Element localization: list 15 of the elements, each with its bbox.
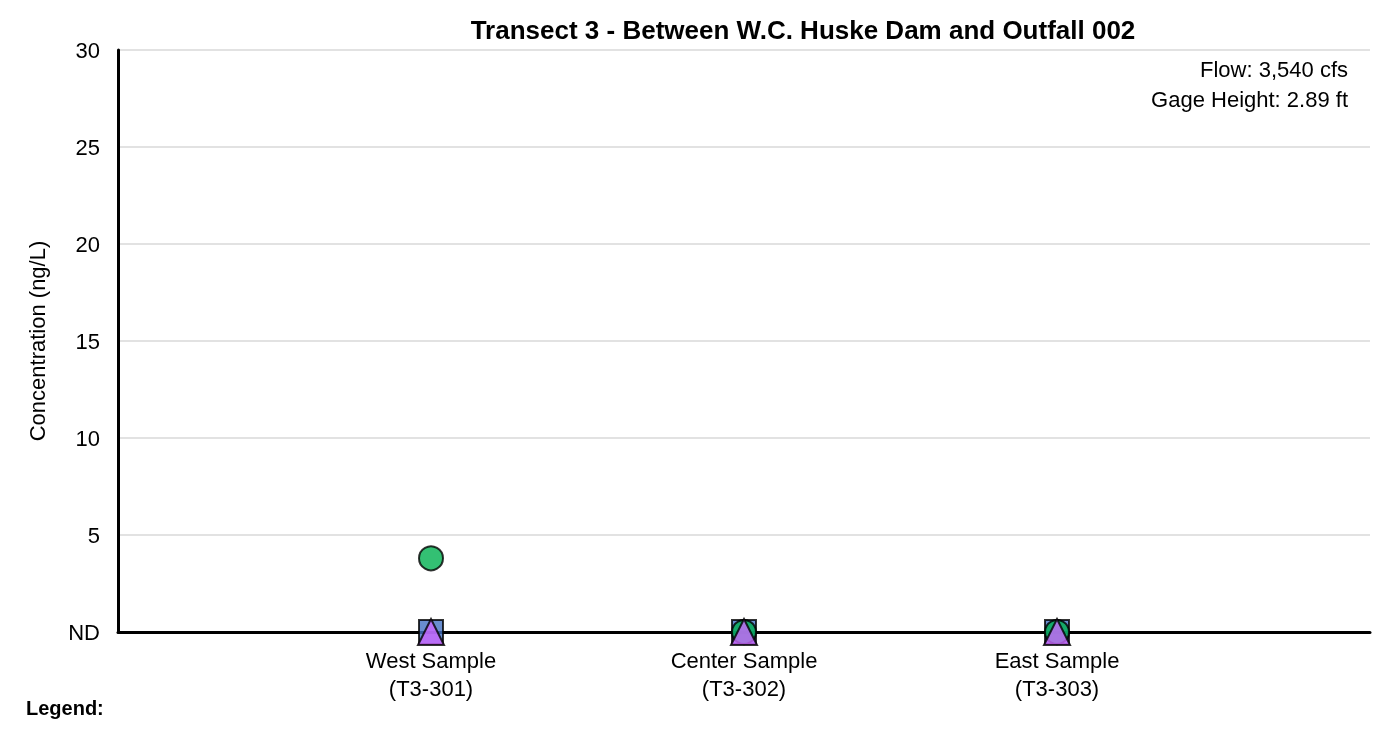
annotation: Flow: 3,540 cfs: [1200, 56, 1348, 82]
y-tick-label: 20: [75, 231, 100, 257]
y-tick-label: ND: [68, 619, 100, 645]
annotation: Gage Height: 2.89 ft: [1151, 86, 1348, 112]
text: Legend:: [26, 697, 104, 719]
x-tick-label: Center Sample (T3-302): [670, 647, 818, 701]
y-tick-label: 5: [87, 522, 100, 548]
y-axis-title: Concentration (ng/L): [24, 240, 50, 442]
y-tick-label: 25: [75, 134, 100, 160]
chart-title: Transect 3 - Between W.C. Huske Dam and Outfall 002: [470, 15, 1136, 45]
y-tick-label: 10: [75, 425, 100, 451]
y-tick-label: 15: [75, 328, 100, 354]
x-tick-label: West Sample (T3-301): [365, 647, 497, 701]
y-tick-label: 30: [75, 37, 100, 63]
x-tick-label: East Sample (T3-303): [994, 647, 1120, 701]
